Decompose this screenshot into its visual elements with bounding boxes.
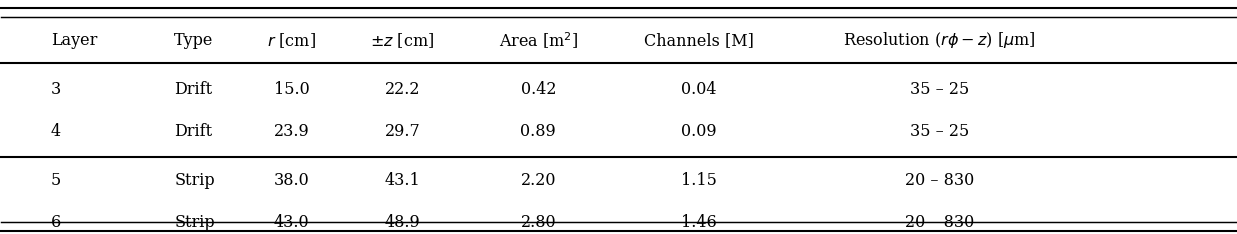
Text: $r$ [cm]: $r$ [cm] bbox=[267, 31, 315, 50]
Text: 3: 3 bbox=[51, 81, 61, 99]
Text: Resolution ($r\phi - z$) [$\mu$m]: Resolution ($r\phi - z$) [$\mu$m] bbox=[844, 30, 1035, 51]
Text: Drift: Drift bbox=[174, 123, 213, 140]
Text: 35 – 25: 35 – 25 bbox=[909, 123, 969, 140]
Text: 43.0: 43.0 bbox=[273, 214, 309, 231]
Text: 22.2: 22.2 bbox=[385, 81, 421, 99]
Text: 29.7: 29.7 bbox=[385, 123, 421, 140]
Text: 38.0: 38.0 bbox=[273, 172, 309, 189]
Text: 20 – 830: 20 – 830 bbox=[904, 172, 974, 189]
Text: Strip: Strip bbox=[174, 214, 215, 231]
Text: 6: 6 bbox=[51, 214, 61, 231]
Text: 1.46: 1.46 bbox=[680, 214, 716, 231]
Text: 4: 4 bbox=[51, 123, 61, 140]
Text: Type: Type bbox=[174, 32, 214, 49]
Text: 0.42: 0.42 bbox=[521, 81, 555, 99]
Text: 23.9: 23.9 bbox=[273, 123, 309, 140]
Text: Strip: Strip bbox=[174, 172, 215, 189]
Text: 35 – 25: 35 – 25 bbox=[909, 81, 969, 99]
Text: 2.80: 2.80 bbox=[521, 214, 557, 231]
Text: 0.89: 0.89 bbox=[521, 123, 557, 140]
Text: 15.0: 15.0 bbox=[273, 81, 309, 99]
Text: 5: 5 bbox=[51, 172, 61, 189]
Text: Layer: Layer bbox=[51, 32, 98, 49]
Text: 2.20: 2.20 bbox=[521, 172, 555, 189]
Text: Area [m$^2$]: Area [m$^2$] bbox=[499, 30, 578, 51]
Text: $\pm z$ [cm]: $\pm z$ [cm] bbox=[370, 31, 434, 50]
Text: 48.9: 48.9 bbox=[385, 214, 421, 231]
Text: Channels [M]: Channels [M] bbox=[643, 32, 753, 49]
Text: 20 – 830: 20 – 830 bbox=[904, 214, 974, 231]
Text: Drift: Drift bbox=[174, 81, 213, 99]
Text: 43.1: 43.1 bbox=[385, 172, 421, 189]
Text: 0.09: 0.09 bbox=[680, 123, 716, 140]
Text: 0.04: 0.04 bbox=[682, 81, 716, 99]
Text: 1.15: 1.15 bbox=[680, 172, 716, 189]
